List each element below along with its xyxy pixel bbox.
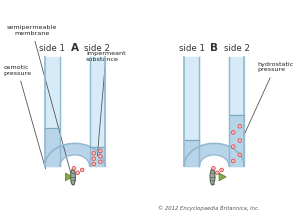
Text: side 2: side 2 — [224, 44, 250, 53]
Ellipse shape — [210, 169, 215, 185]
Ellipse shape — [92, 151, 96, 155]
Polygon shape — [65, 173, 73, 181]
Ellipse shape — [92, 157, 96, 160]
Ellipse shape — [212, 166, 215, 170]
Text: side 1: side 1 — [39, 44, 65, 53]
Ellipse shape — [92, 162, 96, 166]
Ellipse shape — [238, 124, 242, 128]
Polygon shape — [185, 144, 243, 166]
Text: © 2012 Encyclopaedia Britannica, Inc.: © 2012 Encyclopaedia Britannica, Inc. — [158, 206, 259, 211]
Ellipse shape — [220, 168, 224, 172]
Text: impermeant
substance: impermeant substance — [86, 51, 126, 156]
Polygon shape — [219, 173, 226, 181]
Text: hydrostatic
pressure: hydrostatic pressure — [244, 62, 293, 136]
Ellipse shape — [98, 155, 102, 158]
Ellipse shape — [98, 149, 102, 153]
Ellipse shape — [231, 145, 235, 148]
Ellipse shape — [70, 169, 76, 185]
Ellipse shape — [80, 168, 84, 172]
Ellipse shape — [215, 171, 219, 175]
Text: B: B — [210, 43, 218, 53]
Ellipse shape — [72, 166, 76, 170]
Ellipse shape — [238, 139, 242, 142]
Text: A: A — [71, 43, 79, 53]
Ellipse shape — [98, 160, 102, 164]
Ellipse shape — [231, 131, 235, 134]
Text: side 2: side 2 — [84, 44, 110, 53]
Polygon shape — [45, 143, 105, 166]
Ellipse shape — [76, 171, 80, 175]
Polygon shape — [46, 144, 104, 166]
Text: osmotic
pressure: osmotic pressure — [4, 65, 46, 169]
Ellipse shape — [238, 153, 242, 157]
Text: semipermeable
membrane: semipermeable membrane — [7, 25, 72, 179]
Ellipse shape — [231, 159, 235, 163]
Polygon shape — [184, 143, 244, 166]
Text: side 1: side 1 — [179, 44, 205, 53]
